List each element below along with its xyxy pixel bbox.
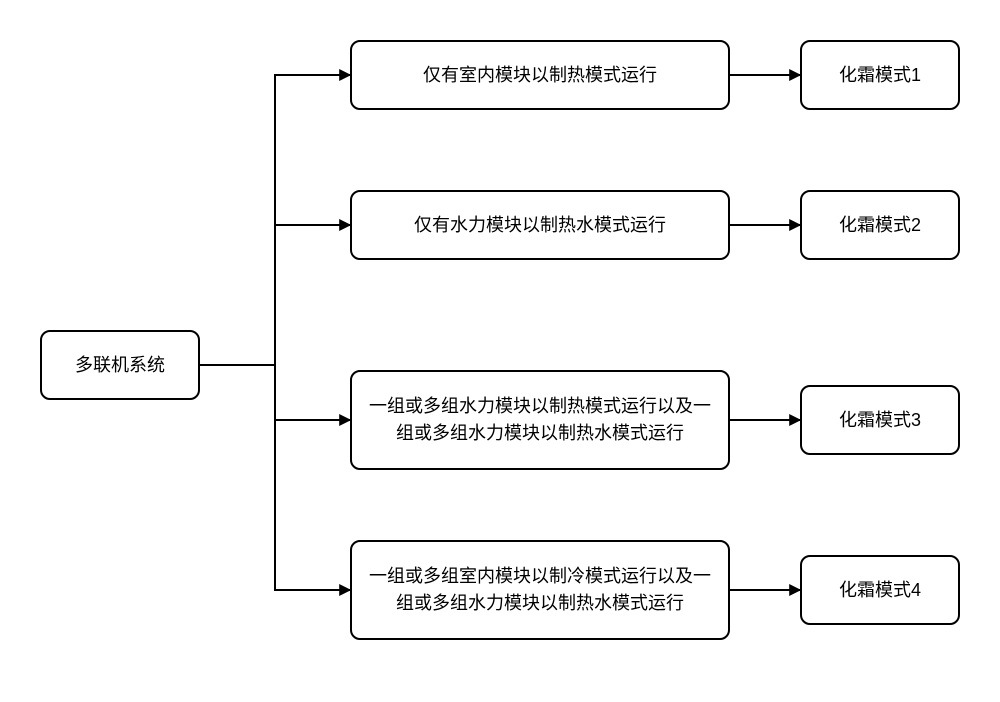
node-label: 化霜模式3 (839, 407, 921, 434)
node-label: 一组或多组室内模块以制冷模式运行以及一组或多组水力模块以制热水模式运行 (362, 563, 718, 617)
node-label: 仅有室内模块以制热模式运行 (423, 62, 657, 89)
edge (200, 365, 350, 420)
node-label: 一组或多组水力模块以制热模式运行以及一组或多组水力模块以制热水模式运行 (362, 393, 718, 447)
node-mode-3: 化霜模式3 (800, 385, 960, 455)
edge (200, 75, 350, 365)
node-label: 化霜模式2 (839, 212, 921, 239)
node-root: 多联机系统 (40, 330, 200, 400)
diagram-canvas: 多联机系统 仅有室内模块以制热模式运行 仅有水力模块以制热水模式运行 一组或多组… (0, 0, 1000, 702)
node-label: 多联机系统 (75, 352, 165, 379)
edge (200, 225, 350, 365)
edge (200, 365, 350, 590)
node-condition-4: 一组或多组室内模块以制冷模式运行以及一组或多组水力模块以制热水模式运行 (350, 540, 730, 640)
node-mode-1: 化霜模式1 (800, 40, 960, 110)
node-label: 仅有水力模块以制热水模式运行 (414, 212, 666, 239)
node-mode-4: 化霜模式4 (800, 555, 960, 625)
node-condition-3: 一组或多组水力模块以制热模式运行以及一组或多组水力模块以制热水模式运行 (350, 370, 730, 470)
node-label: 化霜模式4 (839, 577, 921, 604)
node-mode-2: 化霜模式2 (800, 190, 960, 260)
node-condition-2: 仅有水力模块以制热水模式运行 (350, 190, 730, 260)
node-label: 化霜模式1 (839, 62, 921, 89)
node-condition-1: 仅有室内模块以制热模式运行 (350, 40, 730, 110)
